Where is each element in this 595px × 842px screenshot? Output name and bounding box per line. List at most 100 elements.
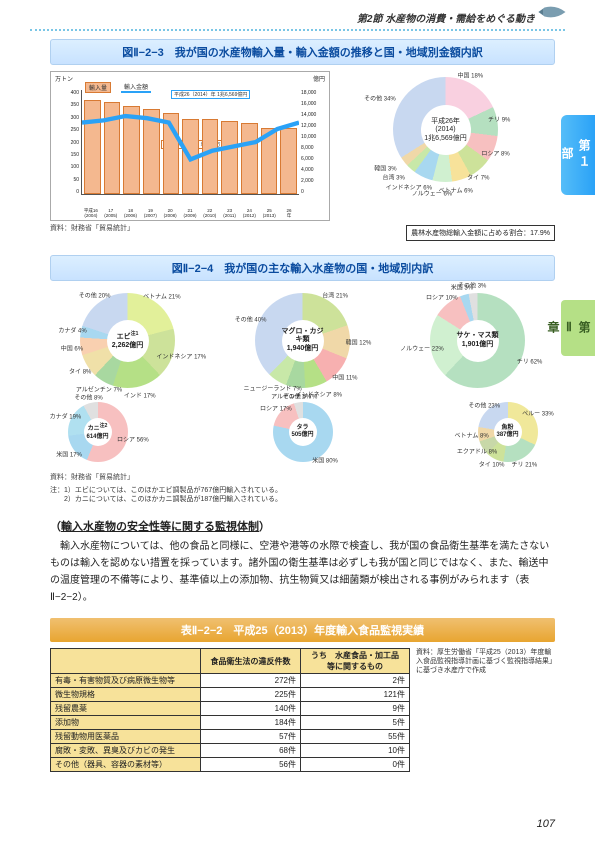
donut-slice-label: ロシア 56% (117, 434, 149, 443)
header-section: 第2節 水産物の消費・需給をめぐる動き (0, 0, 595, 29)
heading-paren: （ (50, 521, 61, 533)
fig24-source: 資料：財務省「貿易統計」 (50, 472, 555, 482)
table-row: 添加物184件5件 (51, 716, 410, 730)
x-label: 24 (2012) (240, 209, 260, 218)
donut-center: サケ・マス類1,901億円 (457, 320, 499, 362)
y-right-tick: 8,000 (301, 145, 327, 151)
donut-slice-label: ノルウェー 22% (400, 343, 444, 352)
side-tab-chapter2: 第Ⅱ章 (561, 300, 595, 356)
pie-label: 韓国 3% (374, 164, 396, 173)
table22: 食品衛生法の違反件数 うち 水産食品・加工品等に関するもの 有毒・有害物質及び病… (50, 648, 410, 772)
y-left-tick: 100 (53, 164, 79, 170)
x-label: 18 (2006) (121, 209, 141, 218)
donut-center: タラ505億円 (289, 418, 317, 446)
donut-マグロ・カジキ類: マグロ・カジキ類1,940億円台湾 21%韓国 12%中国 11%インドネシア … (225, 287, 380, 394)
donut-slice-label: 米国 17% (56, 450, 82, 459)
donut-slice-label: その他 8% (74, 393, 102, 402)
row-c2: 10件 (301, 744, 410, 758)
donut-slice-label: その他 3% (458, 280, 486, 289)
y-right-tick: 4,000 (301, 167, 327, 173)
row-label: 腐敗・変敗、異臭及びカビの発生 (51, 744, 201, 758)
fig23-title: 図Ⅱ−2−3 我が国の水産物輸入量・輸入金額の推移と国・地域別金額内訳 (50, 39, 555, 65)
donut-slice-label: ロシア 17% (260, 403, 292, 412)
donut-slice-label: ロシア 10% (426, 293, 458, 302)
table-row: 微生物規格225件121件 (51, 688, 410, 702)
body-heading: （輸入水産物の安全性等に関する監視体制） (50, 518, 555, 534)
donut-slice-label: チリ 62% (517, 357, 543, 366)
y-left-tick: 400 (53, 90, 79, 96)
donut-エビ: エビ注12,262億円ベトナム 21%インドネシア 17%インド 17%アルゼン… (50, 287, 205, 394)
row-c1: 272件 (201, 674, 301, 688)
row-c1: 225件 (201, 688, 301, 702)
y-right-tick: 2,000 (301, 178, 327, 184)
donut-タラ: タラ505億円米国 80%ロシア 17%その他 5% (255, 396, 350, 468)
table-row: 残留動物用医薬品57件55件 (51, 730, 410, 744)
row-c1: 57件 (201, 730, 301, 744)
row-c2: 5件 (301, 716, 410, 730)
table22-title: 表Ⅱ−2−2 平成25（2013）年度輸入食品監視実績 (50, 618, 555, 642)
donut-slice-label: 台湾 21% (322, 291, 348, 300)
x-label: 20 (2008) (160, 209, 180, 218)
fig23-pie: 平成26年 (2014) 1兆6,569億円 (393, 77, 498, 182)
th-blank (51, 649, 201, 674)
x-label: 19 (2007) (140, 209, 160, 218)
donut-slice-label: ベトナム 8% (455, 430, 489, 439)
y-left-tick: 350 (53, 102, 79, 108)
pie-label: ロシア 8% (481, 148, 509, 157)
fig24-donuts: エビ注12,262億円ベトナム 21%インドネシア 17%インド 17%アルゼン… (50, 287, 555, 468)
row-label: 有毒・有害物質及び病原微生物等 (51, 674, 201, 688)
donut-pie: サケ・マス類1,901億円 (430, 293, 525, 388)
donut-slice-label: インドネシア 17% (156, 352, 206, 361)
fig23-note-box: 農林水産物総輸入金額に占める割合：17.9% (406, 225, 555, 241)
x-label: 22 (2010) (200, 209, 220, 218)
footnote-line: 2）カニについては、このほかカニ調製品が187億円輸入されている。 (50, 495, 555, 504)
page-number: 107 (537, 818, 555, 830)
heading-text: 輸入水産物の安全性等に関する監視体制 (61, 521, 259, 533)
donut-slice-label: チリ 21% (512, 459, 538, 468)
donut-slice-label: カナダ 4% (58, 326, 86, 335)
donut-slice-label: その他 40% (235, 315, 267, 324)
x-label: 25 (2013) (259, 209, 279, 218)
fig23-barchart: 万トン 億円 輸入量 輸入金額 平成26（2014）年 1兆6,569億円 平成… (50, 71, 330, 221)
donut-slice-label: 中国 11% (332, 373, 357, 382)
fig23-block: 万トン 億円 輸入量 輸入金額 平成26（2014）年 1兆6,569億円 平成… (50, 71, 555, 221)
y-right-tick: 6,000 (301, 156, 327, 162)
donut-center: カニ注2614億円 (84, 418, 112, 446)
table-header-row: 食品衛生法の違反件数 うち 水産食品・加工品等に関するもの (51, 649, 410, 674)
donut-slice-label: 中国 6% (61, 343, 83, 352)
donut-center: 魚粉387億円 (494, 418, 522, 446)
row-label: その他（器具、容器の素材等） (51, 758, 201, 772)
row-c1: 184件 (201, 716, 301, 730)
donut-サケ・マス類: サケ・マス類1,901億円チリ 62%ノルウェー 22%ロシア 10%米国 3%… (400, 287, 555, 394)
pie-label: 中国 18% (457, 70, 483, 79)
table-row: 腐敗・変敗、異臭及びカビの発生68件10件 (51, 744, 410, 758)
pie-label: インドネシア 6% (386, 182, 432, 191)
table22-note: 資料：厚生労働省「平成25（2013）年度輸入食品監視指導計画に基づく監視指導結… (416, 648, 555, 675)
donut-center: エビ注12,262億円 (107, 320, 149, 362)
donut-pie: エビ注12,262億円 (80, 293, 175, 388)
footnote-line: 注：1）エビについては、このほかエビ調製品が767億円輸入されている。 (50, 486, 555, 495)
donut-slice-label: タイ 8% (69, 366, 91, 375)
pie-label: タイ 7% (467, 173, 489, 182)
row-c1: 68件 (201, 744, 301, 758)
pie-label: 台湾 3% (383, 173, 405, 182)
row-label: 添加物 (51, 716, 201, 730)
y-right-tick: 16,000 (301, 101, 327, 107)
row-c2: 121件 (301, 688, 410, 702)
y-right-tick: 0 (301, 189, 327, 195)
pie23-center: 平成26年 (2014) 1兆6,569億円 (421, 105, 471, 155)
y-right-tick: 10,000 (301, 134, 327, 140)
row-label: 残留農薬 (51, 702, 201, 716)
row-c2: 0件 (301, 758, 410, 772)
row-c2: 55件 (301, 730, 410, 744)
y-left-tick: 0 (53, 189, 79, 195)
table-row: その他（器具、容器の素材等）56件0件 (51, 758, 410, 772)
donut-slice-label: 米国 80% (312, 456, 338, 465)
pie-label: その他 34% (364, 94, 396, 103)
y-right-unit: 億円 (313, 74, 325, 83)
th-col3: うち 水産食品・加工品等に関するもの (301, 649, 410, 674)
y-left-tick: 150 (53, 152, 79, 158)
y-left-tick: 250 (53, 127, 79, 133)
y-left-unit: 万トン (55, 74, 73, 83)
row-c1: 56件 (201, 758, 301, 772)
